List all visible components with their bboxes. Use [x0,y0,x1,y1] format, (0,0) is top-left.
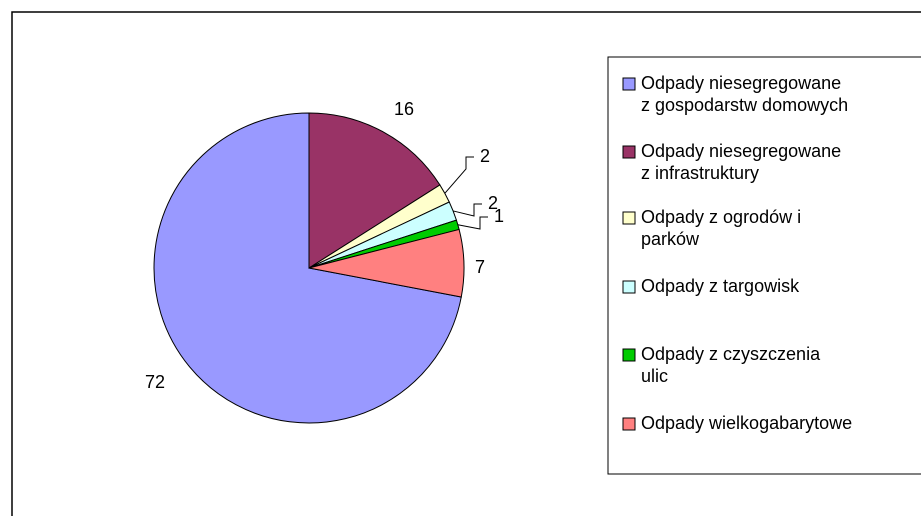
legend-swatch [622,280,636,294]
legend-box [607,56,921,475]
legend-swatch [622,145,636,159]
legend-swatch [622,348,636,362]
leader-line [457,216,488,230]
data-label: 2 [488,193,498,213]
data-label: 2 [480,146,490,166]
legend-label: ulic [641,366,668,386]
data-label: 16 [394,99,414,119]
legend-swatch [622,77,636,91]
legend-swatch [622,417,636,431]
pie-slice [153,112,462,424]
legend-label: Odpady niesegregowane [641,141,841,161]
legend-label: parków [641,229,700,249]
legend-label: Odpady z targowisk [641,276,800,296]
data-label: 7 [475,257,485,277]
leader-line [444,156,474,194]
legend-label: Odpady z czyszczenia [641,344,821,364]
legend-label: Odpady wielkogabarytowe [641,413,852,433]
legend-label: Odpady z ogrodów i [641,207,801,227]
legend-label: Odpady niesegregowane [641,73,841,93]
pie-slice [308,228,465,298]
data-label: 1 [494,206,504,226]
data-label: 72 [145,372,165,392]
legend-label: z infrastruktury [641,163,759,183]
pie-slice [308,112,441,269]
legend-swatch [622,211,636,225]
legend-label: z gospodarstw domowych [641,95,848,115]
leader-line [452,203,482,217]
